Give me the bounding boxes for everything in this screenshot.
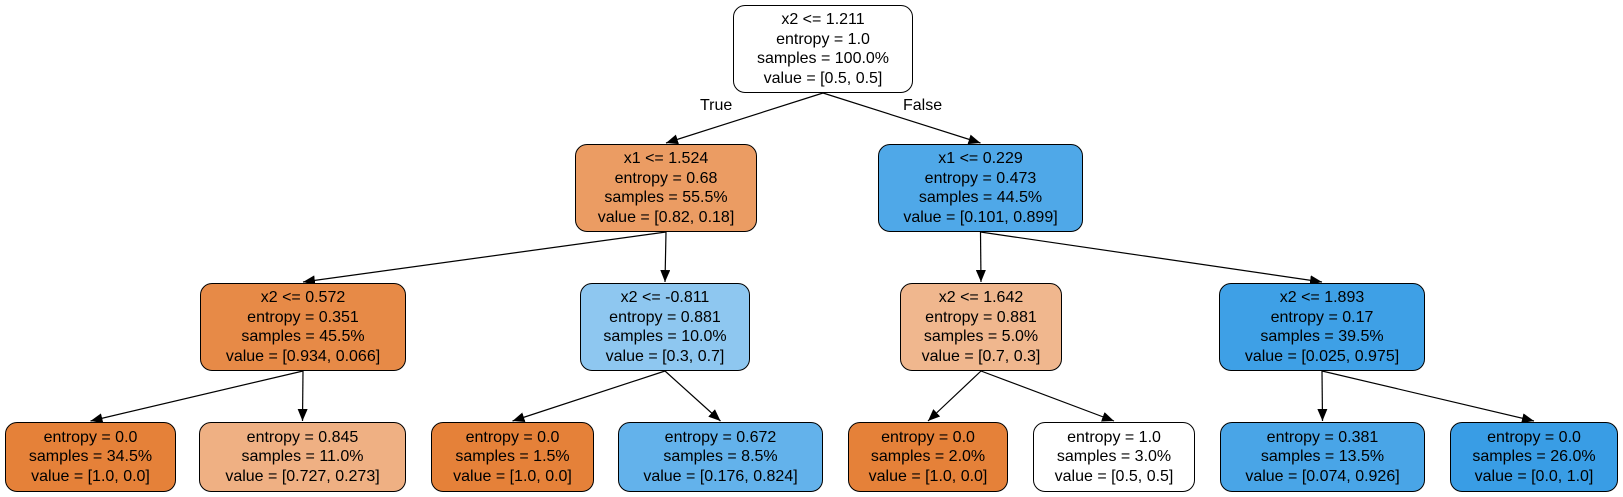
edge-LL-LLL [90,370,304,424]
tree-node-l: x1 <= 1.524 entropy = 0.68 samples = 55.5%… [575,144,757,232]
node-line: value = [1.0, 0.0] [31,467,150,485]
node-line: value = [0.176, 0.824] [643,467,798,485]
edge-root-R [822,92,981,145]
node-line: samples = 55.5% [604,189,728,206]
node-line: entropy = 0.0 [881,428,975,446]
tree-node-llr: entropy = 0.845 samples = 11.0% value = [0… [199,422,406,492]
node-line: samples = 26.0% [1472,448,1596,466]
node-line: value = [0.727, 0.273] [225,467,380,485]
node-line: value = [0.074, 0.926] [1245,467,1400,485]
node-line: value = [1.0, 0.0] [453,467,572,485]
edge-L-LR [660,231,671,283]
tree-node-lll: entropy = 0.0 samples = 34.5% value = [1.0… [5,422,176,492]
node-line: entropy = 0.0 [465,428,560,446]
edge-RL-RLR [980,370,1115,422]
edge-LR-LRL [512,370,666,423]
tree-node-rr: x2 <= 1.893 entropy = 0.17 samples = 39.5%… [1219,283,1425,371]
node-line: samples = 10.0% [603,328,727,345]
node-line: entropy = 0.17 [1270,308,1374,326]
tree-node-rll: entropy = 0.0 samples = 2.0% value = [1.0,… [848,422,1008,492]
node-line: samples = 44.5% [918,189,1043,206]
node-line: entropy = 0.381 [1266,428,1379,446]
edge-root-L [665,92,824,145]
node-line: entropy = 0.0 [43,428,138,446]
node-line: entropy = 0.881 [609,308,721,326]
tree-node-lrr: entropy = 0.672 samples = 8.5% value = [0.… [618,422,823,492]
node-line: samples = 2.0% [870,448,986,466]
node-line: x2 <= 1.211 [781,11,865,28]
edge-RR-RRR [1321,370,1535,424]
tree-node-rrr: entropy = 0.0 samples = 26.0% value = [0.0… [1450,422,1618,492]
node-line: x2 <= 0.572 [260,289,346,306]
node-line: value = [0.82, 0.18] [597,208,735,226]
node-line: samples = 1.5% [455,448,570,466]
node-line: samples = 11.0% [241,448,364,466]
node-line: entropy = 1.0 [776,30,870,48]
node-line: samples = 100.0% [756,50,890,67]
node-line: value = [0.3, 0.7] [605,347,725,365]
node-line: x2 <= -0.811 [620,289,710,306]
node-line: samples = 8.5% [663,448,778,466]
node-line: value = [0.5, 0.5] [1054,467,1174,485]
node-line: entropy = 0.68 [614,169,718,187]
edge-LR-LRR [664,370,721,422]
tree-node-lrl: entropy = 0.0 samples = 1.5% value = [1.0,… [431,422,594,492]
node-line: samples = 39.5% [1260,328,1384,345]
node-line: samples = 3.0% [1056,448,1172,466]
tree-node-r: x1 <= 0.229 entropy = 0.473 samples = 44.5… [878,144,1083,232]
node-line: value = [0.7, 0.3] [921,347,1041,365]
edge-L-LL [302,231,667,286]
node-line: entropy = 0.473 [924,169,1037,187]
edge-LL-LLR [297,370,308,422]
node-line: x1 <= 1.524 [623,150,709,167]
node-line: samples = 34.5% [28,448,153,466]
tree-node-root: x2 <= 1.211 entropy = 1.0 samples = 100.0%… [733,5,913,93]
node-line: entropy = 0.0 [1487,428,1581,446]
node-line: value = [1.0, 0.0] [868,467,988,485]
node-line: value = [0.025, 0.975] [1244,347,1400,365]
node-line: samples = 45.5% [241,328,365,345]
node-line: x2 <= 1.642 [938,289,1024,306]
tree-node-rrl: entropy = 0.381 samples = 13.5% value = [0… [1220,422,1425,492]
edge-label-true: True [700,97,733,114]
edge-label-false: False [903,97,943,114]
tree-node-rlr: entropy = 1.0 samples = 3.0% value = [0.5,… [1033,422,1195,492]
node-line: samples = 13.5% [1260,448,1385,466]
node-line: entropy = 0.845 [246,428,359,446]
tree-node-rl: x2 <= 1.642 entropy = 0.881 samples = 5.0%… [900,283,1062,371]
node-line: entropy = 0.351 [247,308,359,326]
tree-node-ll: x2 <= 0.572 entropy = 0.351 samples = 45.5… [200,283,406,371]
node-line: entropy = 1.0 [1067,428,1161,446]
tree-node-lr: x2 <= -0.811 entropy = 0.881 samples = 10.… [580,283,750,371]
edge-RR-RRL [1317,370,1328,422]
node-line: value = [0.101, 0.899] [903,208,1058,226]
node-line: entropy = 0.672 [664,428,777,446]
node-line: x2 <= 1.893 [1279,289,1365,306]
node-line: value = [0.0, 1.0] [1474,467,1594,485]
edge-RL-RLL [927,370,982,422]
node-line: value = [0.5, 0.5] [763,69,883,87]
node-line: x1 <= 0.229 [938,150,1023,167]
node-line: value = [0.934, 0.066] [225,347,381,365]
node-line: entropy = 0.881 [925,308,1037,326]
edge-R-RR [980,231,1323,286]
node-line: samples = 5.0% [923,328,1039,345]
edge-R-RL [975,231,986,283]
